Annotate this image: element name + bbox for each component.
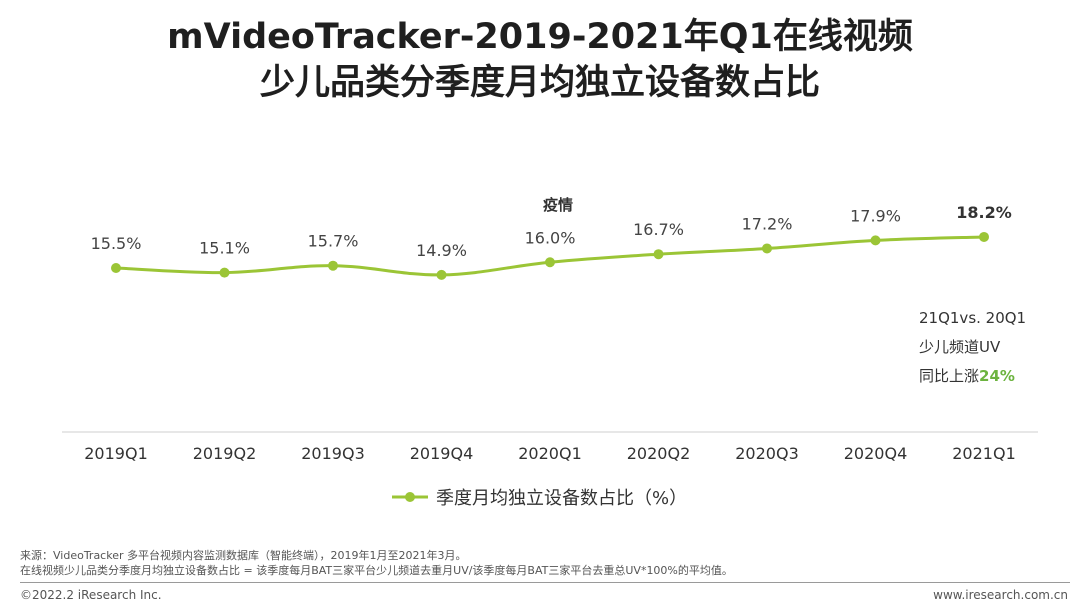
data-label: 17.2% xyxy=(742,214,793,233)
x-tick-label: 2019Q1 xyxy=(84,444,148,463)
copyright: ©2022.2 iResearch Inc. xyxy=(20,588,162,602)
x-tick-label: 2021Q1 xyxy=(952,444,1016,463)
website: www.iresearch.com.cn xyxy=(933,588,1068,602)
x-tick-label: 2020Q2 xyxy=(627,444,691,463)
data-label: 14.9% xyxy=(416,241,467,260)
data-label: 18.2% xyxy=(956,203,1012,222)
data-label: 17.9% xyxy=(850,206,901,225)
data-point xyxy=(219,267,230,278)
data-point xyxy=(653,249,664,260)
data-label: 16.0% xyxy=(525,228,576,247)
data-point xyxy=(545,257,555,268)
source-line1: 来源：VideoTracker 多平台视频内容监测数据库（智能终端），2019年… xyxy=(20,549,467,562)
callout-line1: 21Q1vs. 20Q1 xyxy=(919,309,1027,327)
data-label: 15.5% xyxy=(91,234,142,253)
growth-callout: 21Q1vs. 20Q1 少儿频道UV 同比上涨24% xyxy=(919,304,1026,391)
legend-marker xyxy=(405,492,415,502)
chart-title-line1: mVideoTracker-2019-2021年Q1在线视频 xyxy=(167,17,913,57)
annotation-label: 疫情 xyxy=(543,196,573,214)
footer-divider xyxy=(20,582,1070,583)
data-point xyxy=(111,263,121,273)
legend-label: 季度月均独立设备数占比（%） xyxy=(436,488,687,509)
data-point xyxy=(436,269,447,280)
x-tick-label: 2019Q2 xyxy=(193,444,257,463)
data-label: 16.7% xyxy=(633,220,684,239)
data-point xyxy=(979,231,989,242)
data-point xyxy=(762,243,772,254)
x-tick-label: 2020Q3 xyxy=(735,444,799,463)
chart-title-line2: 少儿品类分季度月均独立设备数占比 xyxy=(259,63,820,103)
data-label: 15.1% xyxy=(199,239,250,258)
callout-prefix: 同比上涨 xyxy=(919,367,980,385)
chart-title: mVideoTracker-2019-2021年Q1在线视频 少儿品类分季度月均… xyxy=(0,14,1080,106)
x-tick-label: 2020Q1 xyxy=(518,444,582,463)
x-tick-label: 2019Q3 xyxy=(301,444,365,463)
source-line2: 在线视频少儿品类分季度月均独立设备数占比 = 该季度每月BAT三家平台少儿频道去… xyxy=(20,564,733,577)
x-tick-label: 2019Q4 xyxy=(410,444,474,463)
source-note: 来源：VideoTracker 多平台视频内容监测数据库（智能终端），2019年… xyxy=(20,548,733,578)
callout-line3: 同比上涨24% xyxy=(919,362,1026,391)
data-point xyxy=(870,235,881,246)
callout-line2: 少儿频道UV xyxy=(919,338,1001,356)
data-point xyxy=(328,260,338,271)
data-label: 15.7% xyxy=(308,232,359,251)
line-chart: 15.5% 2019Q1 15.1% 2019Q2 15.7% 2019Q3 14.9% 20… xyxy=(62,196,1038,509)
callout-highlight: 24% xyxy=(979,367,1015,385)
x-tick-label: 2020Q4 xyxy=(844,444,908,463)
